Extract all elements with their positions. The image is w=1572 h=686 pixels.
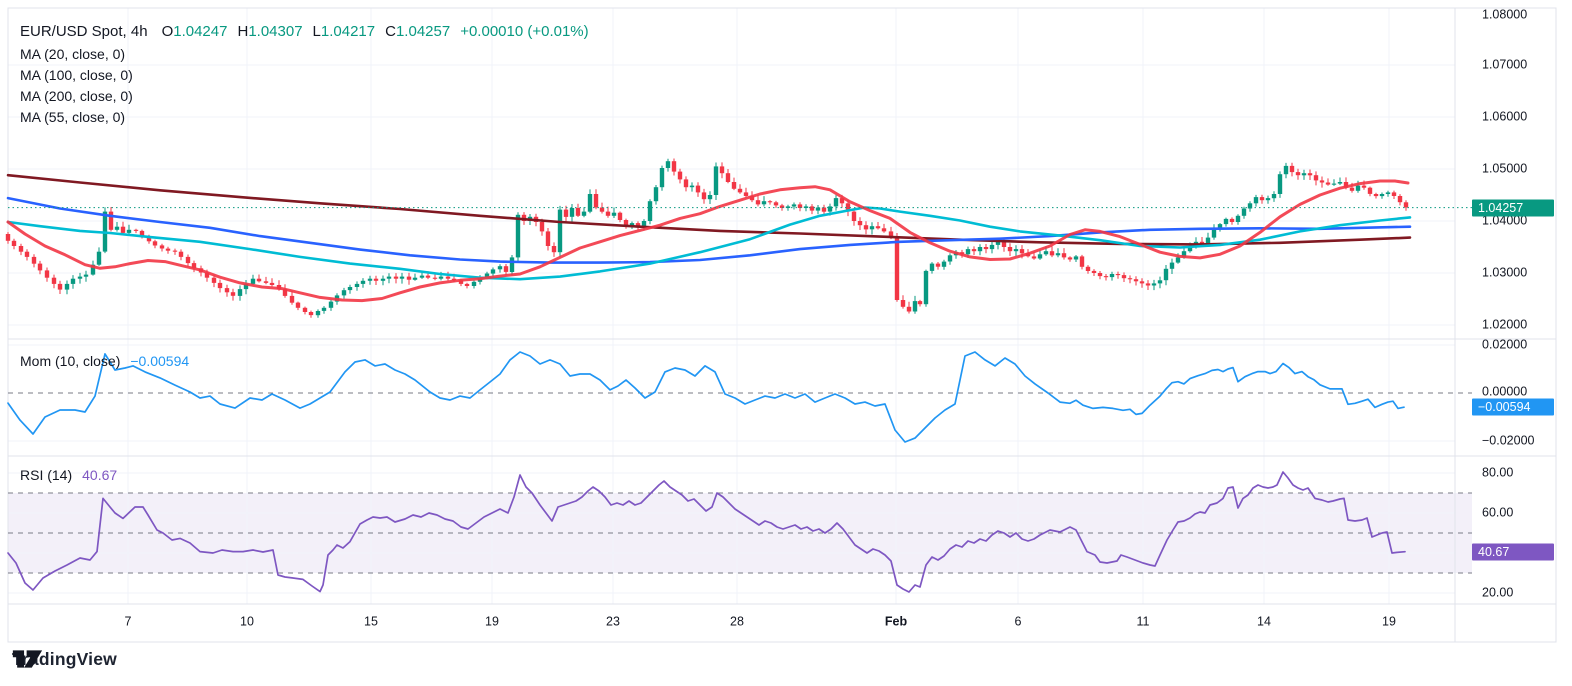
rsi-badge [1472,543,1554,561]
axis-badges: 1.04257 −0.00594 40.67 [1472,199,1554,561]
axis-tick-label: 1.03000 [1482,265,1527,279]
panel-borders [7,7,1557,643]
rsi-legend[interactable]: RSI (14) 40.67 [20,467,117,483]
time-tick-label: 19 [485,614,499,628]
axis-tick-label: 20.00 [1482,585,1513,599]
time-tick-label: 7 [125,614,132,628]
momentum-legend-label: Mom (10, close) [20,353,121,369]
chart-header: EUR/USD Spot, 4h O1.04247 H1.04307 L1.04217… [20,23,589,40]
axis-tick-label: 0.00000 [1482,384,1527,398]
rsi-badge-text: 40.67 [1478,545,1509,559]
candles [5,158,1409,318]
change-value: +0.00010 (+0.01%) [460,23,589,40]
rsi-plot [7,471,1406,593]
ma200-legend[interactable]: MA (200, close, 0) [20,88,133,104]
rsi-legend-label: RSI (14) [20,467,73,483]
ma100-line [6,196,1412,264]
ohlc-low-label: L [312,23,321,40]
tradingview-logo-icon [12,650,43,668]
momentum-legend[interactable]: Mom (10, close) −0.00594 [20,353,189,369]
moving-averages [6,173,1412,303]
symbol-title[interactable]: EUR/USD Spot, 4h [20,23,148,40]
axis-tick-label: 1.05000 [1482,161,1527,175]
axis-tick-label: 0.02000 [1482,337,1527,351]
ma55-line [6,206,1412,281]
grid-lines [8,8,1455,604]
axis-tick-label: 1.08000 [1482,7,1527,21]
price-axis[interactable]: 1.08000 1.07000 1.06000 1.05000 1.04000 1.030… [1482,7,1535,599]
price-badge [1472,199,1554,217]
time-tick-label: 6 [1015,614,1022,628]
axis-tick-label: −0.02000 [1482,433,1535,447]
time-tick-label: 15 [364,614,378,628]
time-tick-label: 28 [730,614,744,628]
ohlc-high-value: 1.04307 [248,23,303,40]
ohlc-low-value: 1.04217 [320,23,376,40]
time-tick-label: 14 [1257,614,1271,628]
ohlc-close-value: 1.04257 [395,23,451,40]
ohlc-open-value: 1.04247 [173,23,228,40]
ma100-legend[interactable]: MA (100, close, 0) [20,67,133,83]
momentum-badge [1472,398,1554,416]
ma55-legend[interactable]: MA (55, close, 0) [20,109,126,125]
momentum-line [7,351,1405,443]
ohlc-open-label: O [161,23,174,40]
time-axis[interactable]: 7 10 15 19 23 28 Feb 6 11 14 19 [125,614,1396,628]
ma200-line [6,173,1412,246]
ohlc-close-label: C [385,23,396,40]
axis-tick-label: 80.00 [1482,465,1513,479]
price-badge-text: 1.04257 [1478,201,1523,215]
rsi-legend-value: 40.67 [82,467,118,483]
axis-tick-label: 1.07000 [1482,57,1527,71]
axis-tick-label: 1.04000 [1482,213,1527,227]
ma20-legend[interactable]: MA (20, close, 0) [20,46,126,62]
tradingview-logo[interactable]: TradingView [12,649,117,670]
axis-tick-label: 60.00 [1482,505,1513,519]
ohlc-high-label: H [237,23,249,40]
rsi-line [7,471,1406,593]
axis-tick-label: 1.02000 [1482,317,1527,331]
momentum-badge-text: −0.00594 [1478,400,1531,414]
time-tick-label: 11 [1137,614,1150,628]
dashed-levels [8,392,1472,574]
time-tick-label: 23 [606,614,620,628]
time-tick-label: 10 [240,614,254,628]
momentum-legend-value: −0.00594 [130,353,190,369]
ma20-line [6,179,1410,303]
axis-tick-label: 1.06000 [1482,109,1527,123]
momentum-plot [7,351,1405,443]
time-tick-label: 19 [1382,614,1396,628]
time-tick-label: Feb [885,614,908,628]
